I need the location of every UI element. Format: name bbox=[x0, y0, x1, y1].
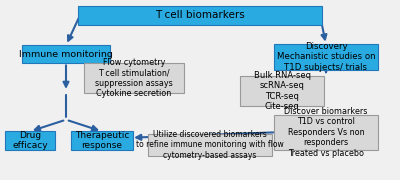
FancyBboxPatch shape bbox=[78, 6, 322, 25]
Text: Drug
efficacy: Drug efficacy bbox=[12, 131, 48, 150]
FancyBboxPatch shape bbox=[148, 134, 272, 156]
FancyBboxPatch shape bbox=[84, 64, 184, 93]
Text: Discover biomarkers
T1D vs control
Responders Vs non
responders
Treated vs place: Discover biomarkers T1D vs control Respo… bbox=[284, 107, 368, 158]
FancyBboxPatch shape bbox=[5, 130, 55, 150]
Text: Therapeutic
response: Therapeutic response bbox=[75, 131, 129, 150]
FancyBboxPatch shape bbox=[274, 115, 378, 150]
Text: Utilize discovered biomarkers
to refine immune monitoring with flow
cytometry-ba: Utilize discovered biomarkers to refine … bbox=[136, 130, 284, 160]
FancyBboxPatch shape bbox=[274, 44, 378, 70]
Text: Immune monitoring: Immune monitoring bbox=[19, 50, 113, 59]
Text: Bulk RNA-seq
scRNA-seq
TCR-seq
Cite-seq: Bulk RNA-seq scRNA-seq TCR-seq Cite-seq bbox=[254, 71, 310, 111]
FancyBboxPatch shape bbox=[71, 130, 133, 150]
Text: T cell biomarkers: T cell biomarkers bbox=[155, 10, 245, 20]
FancyBboxPatch shape bbox=[22, 45, 110, 64]
Text: Discovery
Mechanistic studies on
T1D subjects/ trials: Discovery Mechanistic studies on T1D sub… bbox=[277, 42, 375, 72]
FancyBboxPatch shape bbox=[240, 76, 324, 106]
Text: Flow cytometry
T cell stimulation/
suppression assays
Cytokine secretion: Flow cytometry T cell stimulation/ suppr… bbox=[95, 58, 173, 98]
